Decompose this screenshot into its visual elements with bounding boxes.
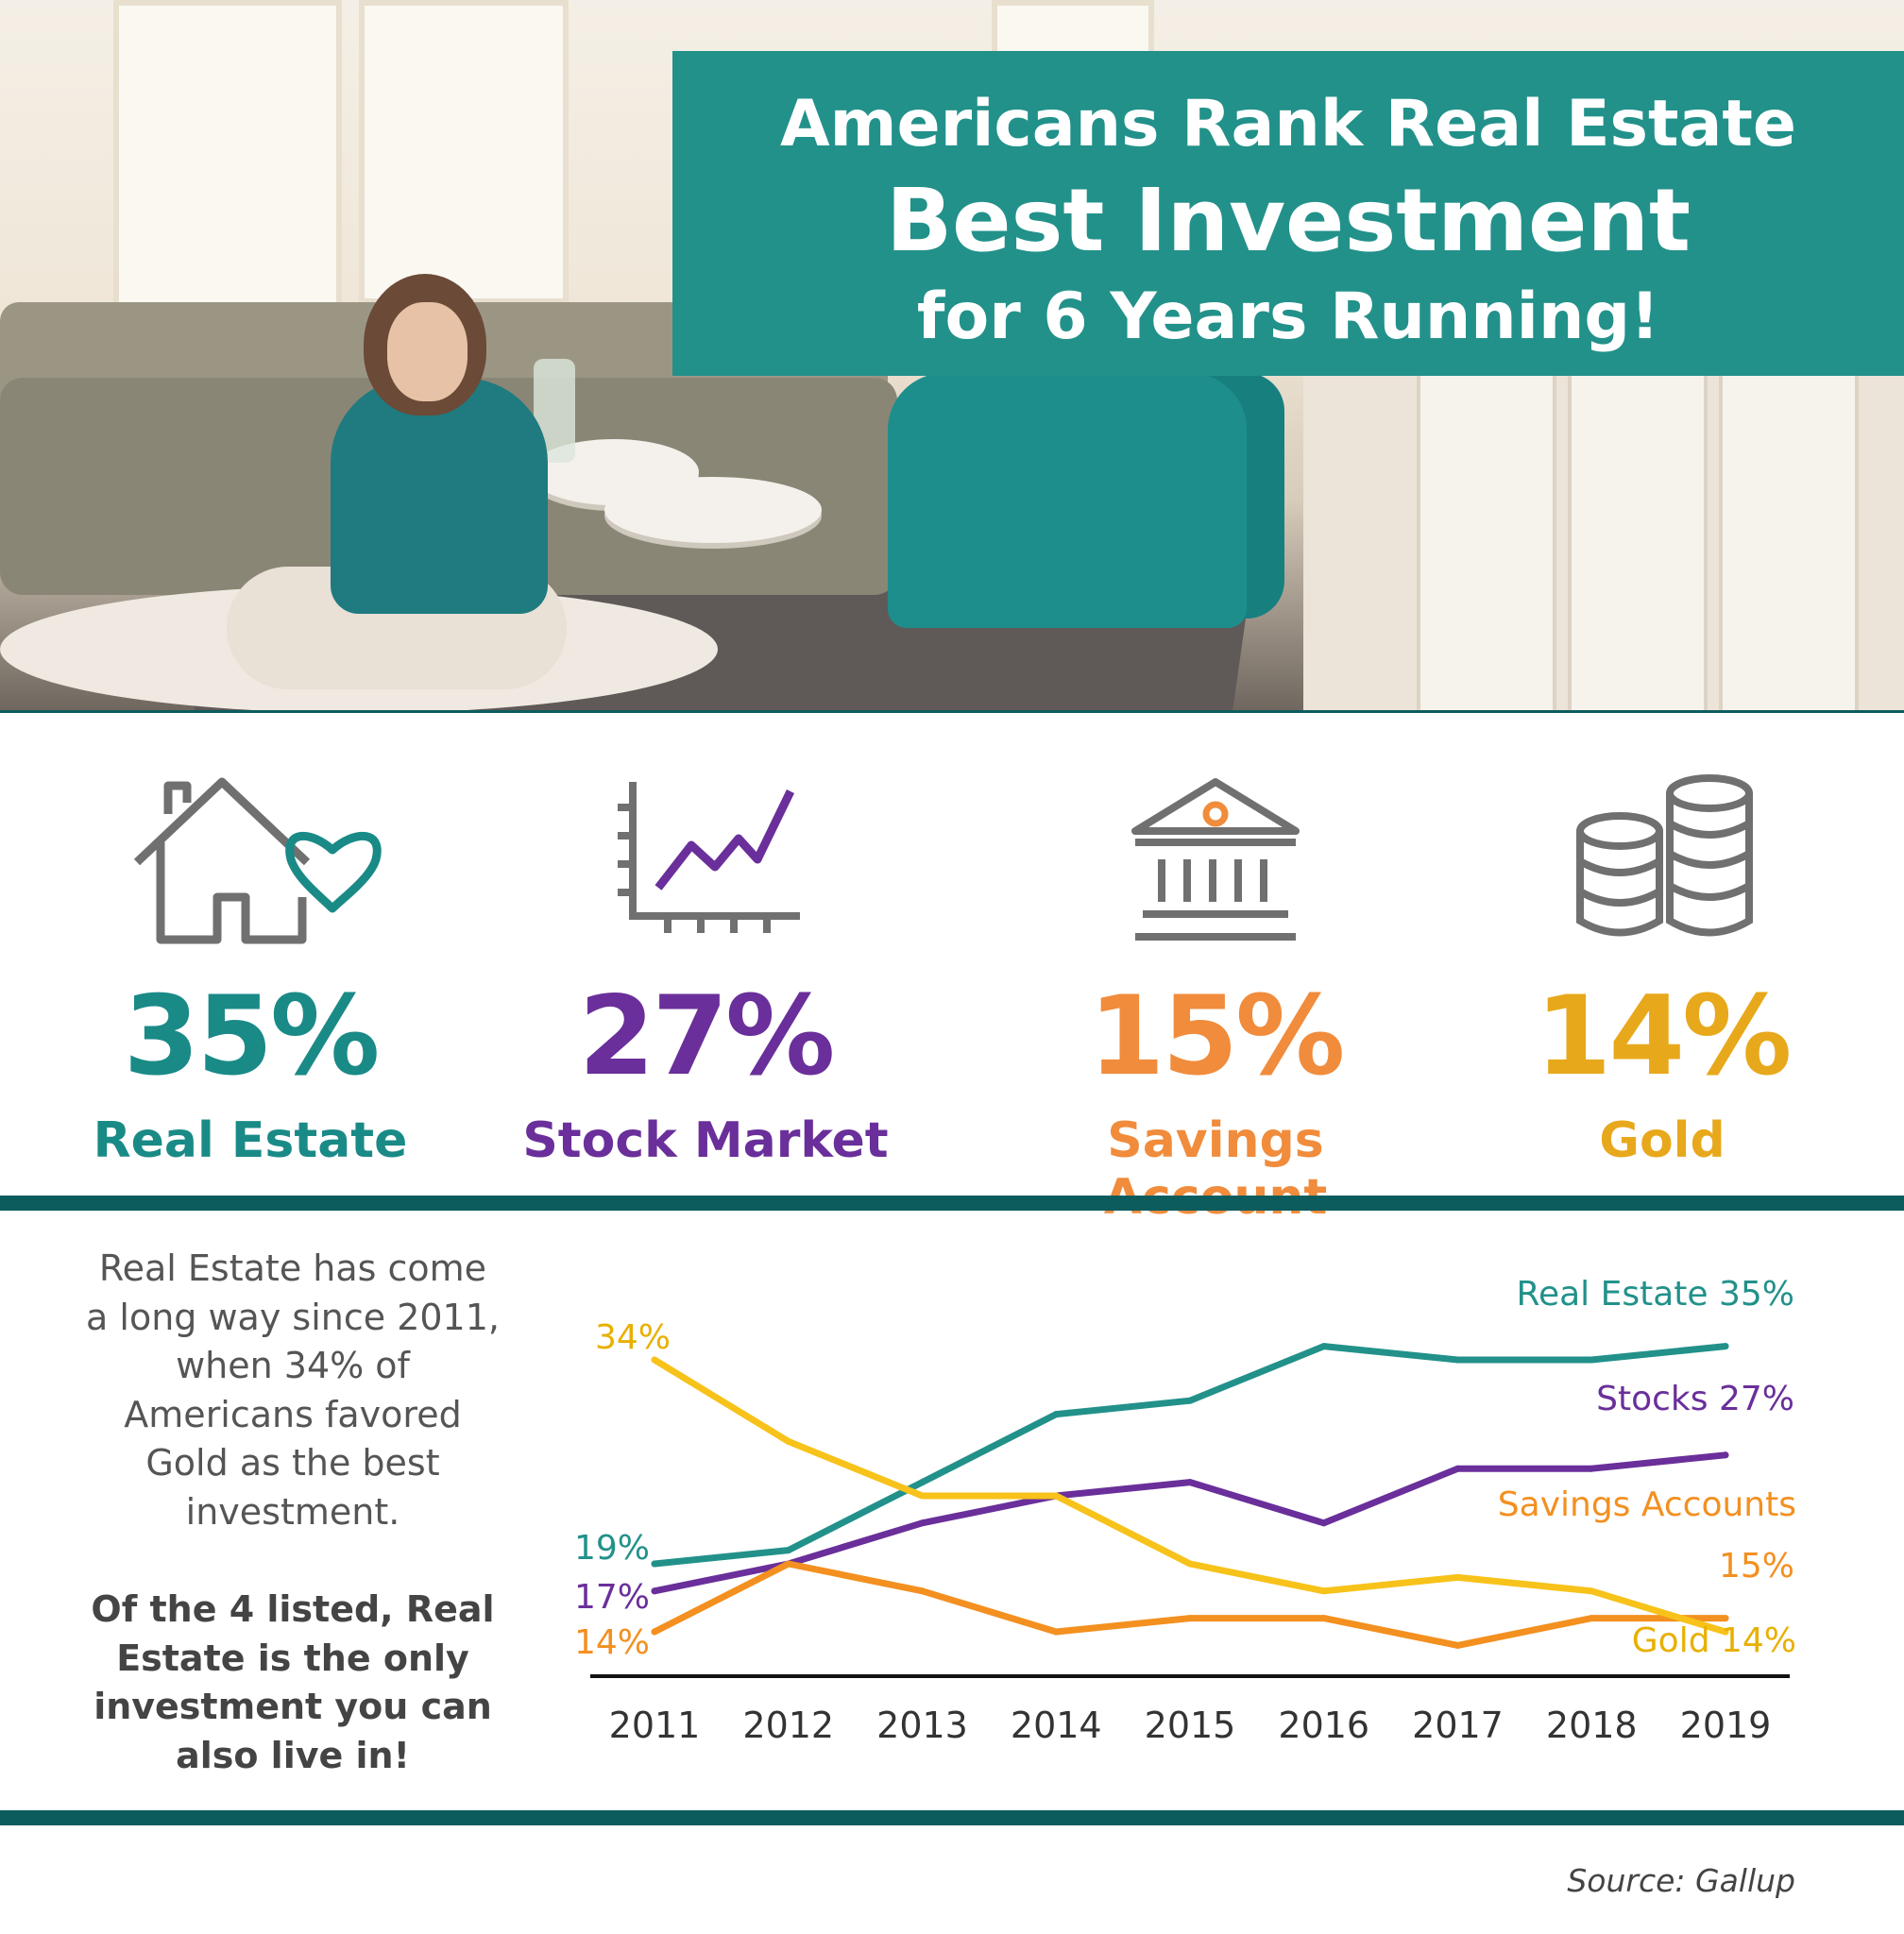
x-tick-label: 2011: [609, 1705, 701, 1746]
data-point: [1320, 1615, 1328, 1622]
data-point: [1454, 1641, 1461, 1649]
data-point: [1588, 1465, 1595, 1472]
data-point: [785, 1437, 792, 1445]
stat-label: Stock Market: [522, 1112, 889, 1169]
window: [113, 0, 342, 323]
data-point: [1320, 1519, 1328, 1527]
x-tick-label: 2014: [1011, 1705, 1102, 1746]
person: [331, 378, 548, 614]
x-tick-label: 2015: [1145, 1705, 1236, 1746]
data-point: [919, 1479, 926, 1486]
data-point: [651, 1560, 658, 1568]
end-label-savings-value: 15%: [1719, 1547, 1794, 1586]
line-chart: 2011 2012 2013 2014 2015 2016 2017 2018 2019 34% 1…: [574, 1275, 1796, 1746]
stat-label: Gold: [1599, 1112, 1726, 1169]
x-tick-label: 2017: [1412, 1705, 1504, 1746]
stat-percent: 14%: [1535, 973, 1793, 1100]
data-point: [785, 1560, 792, 1568]
divider: [0, 1810, 1904, 1825]
data-point: [1454, 1356, 1461, 1364]
door: [1417, 368, 1556, 713]
bank-icon: [1131, 778, 1300, 941]
end-label-stocks: Stocks 27%: [1596, 1380, 1794, 1418]
x-tick-label: 2018: [1546, 1705, 1638, 1746]
data-point: [1588, 1356, 1595, 1364]
data-point: [651, 1628, 658, 1636]
title-line-1: Americans Rank Real Estate: [779, 87, 1797, 161]
data-point: [1186, 1615, 1194, 1622]
data-point: [919, 1519, 926, 1527]
data-point: [1722, 1343, 1729, 1350]
stat-percent: 35%: [123, 973, 381, 1100]
end-label-real-estate: Real Estate 35%: [1517, 1275, 1794, 1314]
stat-percent: 27%: [578, 973, 836, 1100]
data-point: [1320, 1587, 1328, 1595]
data-point: [1722, 1615, 1729, 1622]
data-point: [1052, 1492, 1060, 1500]
data-point: [1186, 1397, 1194, 1404]
stat-percent: 15%: [1088, 973, 1346, 1100]
person: [387, 302, 468, 401]
source-note: Source: Gallup: [1567, 1862, 1795, 1899]
start-label-stocks: 17%: [574, 1578, 650, 1617]
coffee-table: [604, 477, 822, 543]
stock-chart-icon: [618, 782, 800, 933]
data-point: [785, 1547, 792, 1554]
data-point: [1052, 1628, 1060, 1636]
house-heart-icon: [133, 777, 382, 944]
data-point: [1186, 1560, 1194, 1568]
data-point: [919, 1492, 926, 1500]
coins-icon: [1576, 774, 1753, 937]
data-point: [1722, 1628, 1729, 1636]
x-tick-label: 2012: [742, 1705, 834, 1746]
start-label-real-estate: 19%: [574, 1529, 650, 1568]
title-line-3: for 6 Years Running!: [916, 280, 1660, 354]
end-label-savings: Savings Accounts: [1498, 1485, 1796, 1524]
start-label-gold: 34%: [595, 1318, 671, 1357]
data-point: [1722, 1451, 1729, 1459]
data-point: [1052, 1411, 1060, 1418]
data-point: [1588, 1587, 1595, 1595]
data-point: [651, 1587, 658, 1595]
armchair: [888, 373, 1247, 628]
data-point: [1588, 1615, 1595, 1622]
x-tick-label: 2013: [876, 1705, 968, 1746]
x-tick-label: 2016: [1278, 1705, 1369, 1746]
data-point: [1454, 1573, 1461, 1581]
door: [1568, 368, 1708, 713]
start-label-savings: 14%: [574, 1623, 650, 1662]
data-point: [1320, 1343, 1328, 1350]
stat-label: Real Estate: [93, 1112, 408, 1169]
data-point: [1454, 1465, 1461, 1472]
data-point: [1186, 1479, 1194, 1486]
window: [359, 0, 569, 304]
divider: [0, 1196, 1904, 1211]
x-tick-label: 2019: [1680, 1705, 1772, 1746]
series-line-savings-accounts: [651, 1560, 1729, 1649]
title-line-2: Best Investment: [886, 170, 1691, 271]
note: Real Estate has come a long way since 20…: [85, 1245, 501, 1780]
door: [1719, 368, 1859, 713]
title-banner: Americans Rank Real Estate Best Investme…: [672, 51, 1904, 376]
note-emphasis: Of the 4 listed, Real Estate is the only…: [91, 1588, 495, 1776]
end-label-gold: Gold 14%: [1632, 1621, 1796, 1660]
data-point: [919, 1587, 926, 1595]
note-paragraph: Real Estate has come a long way since 20…: [86, 1247, 500, 1533]
divider: [0, 710, 1904, 713]
data-point: [651, 1356, 658, 1364]
